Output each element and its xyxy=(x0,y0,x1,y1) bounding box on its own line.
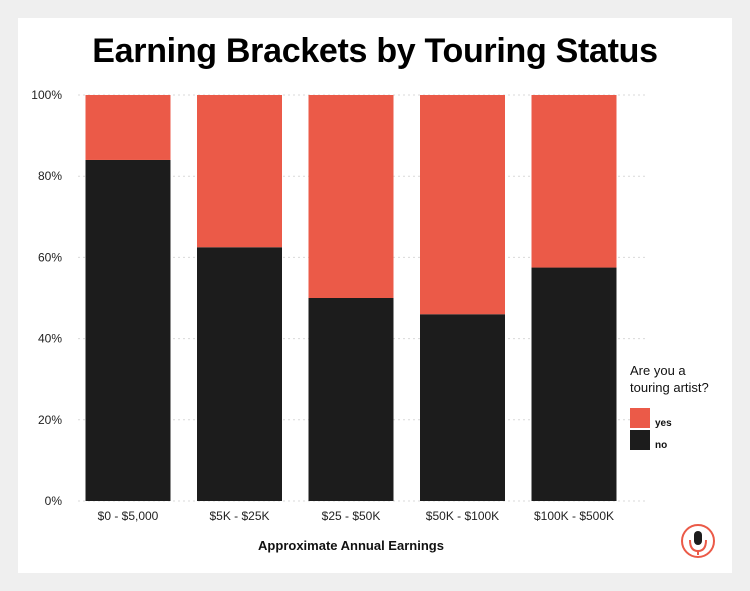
y-tick-label: 80% xyxy=(38,169,62,183)
legend-title-line-2: touring artist? xyxy=(630,380,709,395)
bar-yes xyxy=(197,95,282,248)
legend-swatch-no xyxy=(630,430,650,450)
bars xyxy=(85,95,617,501)
x-tick-label: $5K - $25K xyxy=(209,509,269,523)
bar-yes xyxy=(85,95,171,160)
x-tick-label: $50K - $100K xyxy=(426,509,499,523)
bar-yes xyxy=(308,95,394,298)
y-tick-label: 0% xyxy=(45,494,63,508)
stacked-bar-chart: 0% 20% 40% 60% 80% 100% $0 - $5,000 $5K - $25K… xyxy=(31,88,715,558)
x-tick-label: $100K - $500K xyxy=(534,509,614,523)
legend-label-no: no xyxy=(655,440,667,451)
bar-no xyxy=(85,159,171,501)
y-tick-label: 100% xyxy=(31,88,62,102)
x-tick-label: $0 - $5,000 xyxy=(98,509,159,523)
legend-label-yes: yes xyxy=(655,418,672,429)
y-axis: 0% 20% 40% 60% 80% 100% xyxy=(31,88,62,508)
bar-no xyxy=(531,267,617,501)
legend: Are you a touring artist? yes no xyxy=(630,363,709,451)
chart-title: Earning Brackets by Touring Status xyxy=(92,32,658,70)
bar-no xyxy=(420,314,505,501)
bar-no xyxy=(308,298,394,501)
x-axis-label: Approximate Annual Earnings xyxy=(258,538,444,553)
bar-yes xyxy=(531,95,617,268)
y-tick-label: 60% xyxy=(38,250,62,264)
microphone-logo xyxy=(681,524,715,558)
x-axis: $0 - $5,000 $5K - $25K $25 - $50K $50K - $1… xyxy=(98,509,614,523)
bar-no xyxy=(197,247,282,501)
x-tick-label: $25 - $50K xyxy=(322,509,381,523)
microphone-icon xyxy=(694,531,702,545)
y-tick-label: 20% xyxy=(38,413,62,427)
y-tick-label: 40% xyxy=(38,332,62,346)
legend-swatch-yes xyxy=(630,408,650,428)
chart-card: Earning Brackets by Touring Status 0% 20%… xyxy=(18,18,732,573)
bar-yes xyxy=(420,95,505,315)
logo-ring-icon xyxy=(681,524,715,558)
legend-title-line-1: Are you a xyxy=(630,363,686,378)
